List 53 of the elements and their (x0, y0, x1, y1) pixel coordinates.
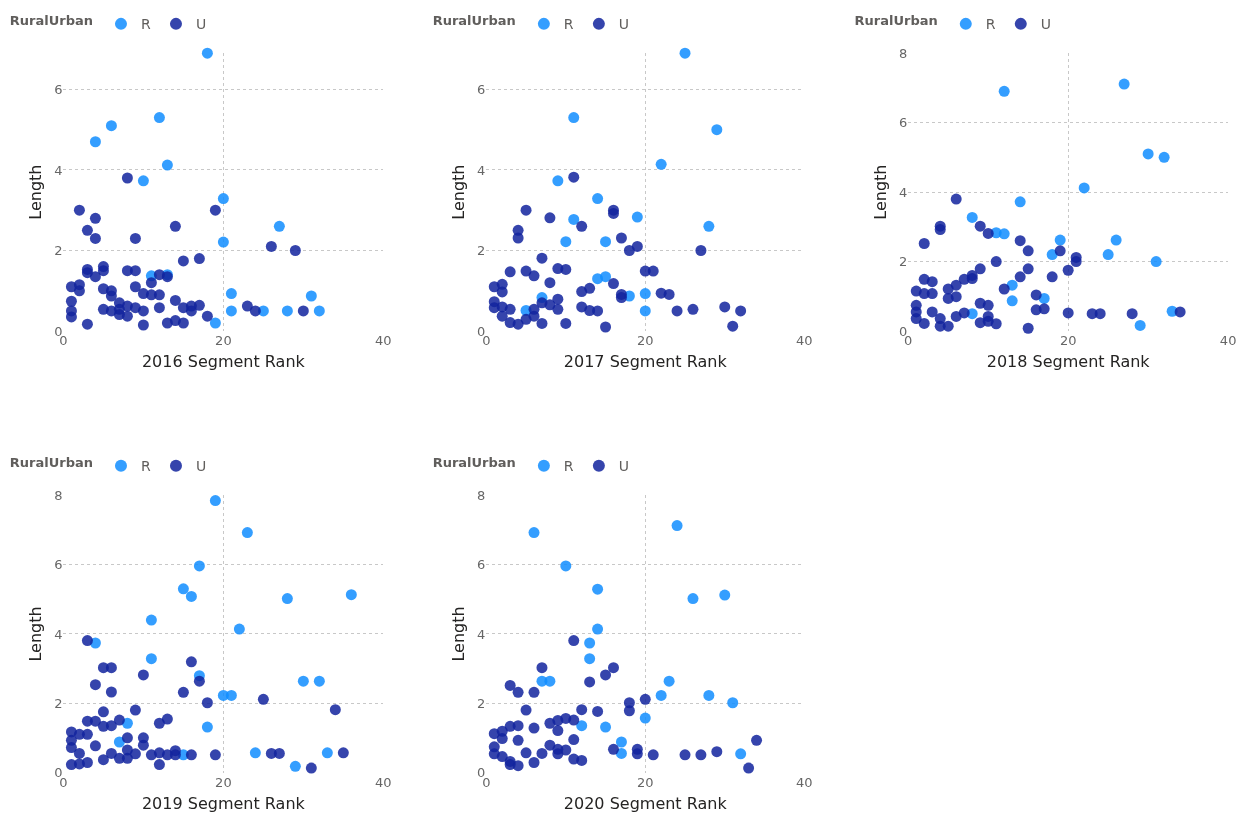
y-tick-label: 6 (54, 557, 63, 573)
y-axis-title: Length (448, 164, 468, 220)
legend-label: R (140, 458, 151, 475)
legend-label: U (1040, 16, 1052, 33)
y-tick-label: 8 (898, 45, 908, 61)
legend-label: R (985, 16, 996, 33)
x-tick-label: 20 (215, 333, 232, 349)
y-tick-label: 2 (54, 696, 63, 711)
y-axis-title: Length (26, 164, 46, 220)
x-tick-label: 40 (795, 333, 813, 349)
y-axis-title: Length (26, 606, 46, 662)
y-tick-label: 4 (54, 626, 63, 642)
legend-label: R (563, 16, 574, 33)
y-tick-label: 6 (898, 115, 908, 131)
x-tick-label: 20 (637, 774, 654, 790)
legend-label: U (618, 16, 630, 33)
y-tick-label: 2 (54, 243, 63, 259)
x-axis-title: 2019 Segment Rank (141, 793, 306, 813)
legend-label: U (195, 458, 207, 475)
legend-title: RuralUrban (432, 455, 516, 471)
y-tick-label: 6 (477, 557, 486, 573)
y-tick-label: 8 (54, 487, 63, 503)
y-axis-title: Length (448, 606, 468, 662)
y-tick-label: 2 (898, 254, 908, 270)
legend-label: R (140, 16, 151, 33)
x-tick-label: 40 (1219, 333, 1237, 349)
x-tick-label: 20 (215, 774, 232, 790)
legend-title: RuralUrban (9, 455, 93, 471)
x-tick-label: 40 (795, 774, 813, 790)
legend-label: R (563, 458, 574, 475)
y-tick-label: 8 (477, 487, 486, 503)
y-axis-title: Length (870, 164, 890, 220)
legend-label: U (195, 16, 207, 33)
x-axis-title: 2020 Segment Rank (563, 793, 728, 813)
y-tick-label: 4 (898, 184, 908, 200)
x-axis-title: 2016 Segment Rank (141, 351, 306, 371)
x-tick-label: 40 (375, 333, 392, 349)
y-tick-label: 4 (477, 162, 486, 178)
x-axis-title: 2018 Segment Rank (986, 351, 1151, 371)
y-tick-label: 4 (477, 626, 486, 642)
legend-title: RuralUrban (854, 13, 938, 29)
legend-title: RuralUrban (432, 13, 516, 29)
x-tick-label: 40 (375, 774, 392, 790)
legend-label: U (618, 458, 630, 475)
y-tick-label: 6 (477, 81, 486, 97)
y-tick-label: 2 (477, 243, 486, 259)
y-tick-label: 6 (54, 81, 63, 97)
y-tick-label: 2 (477, 696, 486, 711)
x-axis-title: 2017 Segment Rank (563, 351, 728, 371)
x-tick-label: 20 (1059, 333, 1077, 349)
y-tick-label: 4 (54, 162, 63, 178)
legend-title: RuralUrban (9, 13, 93, 29)
x-tick-label: 20 (637, 333, 654, 349)
